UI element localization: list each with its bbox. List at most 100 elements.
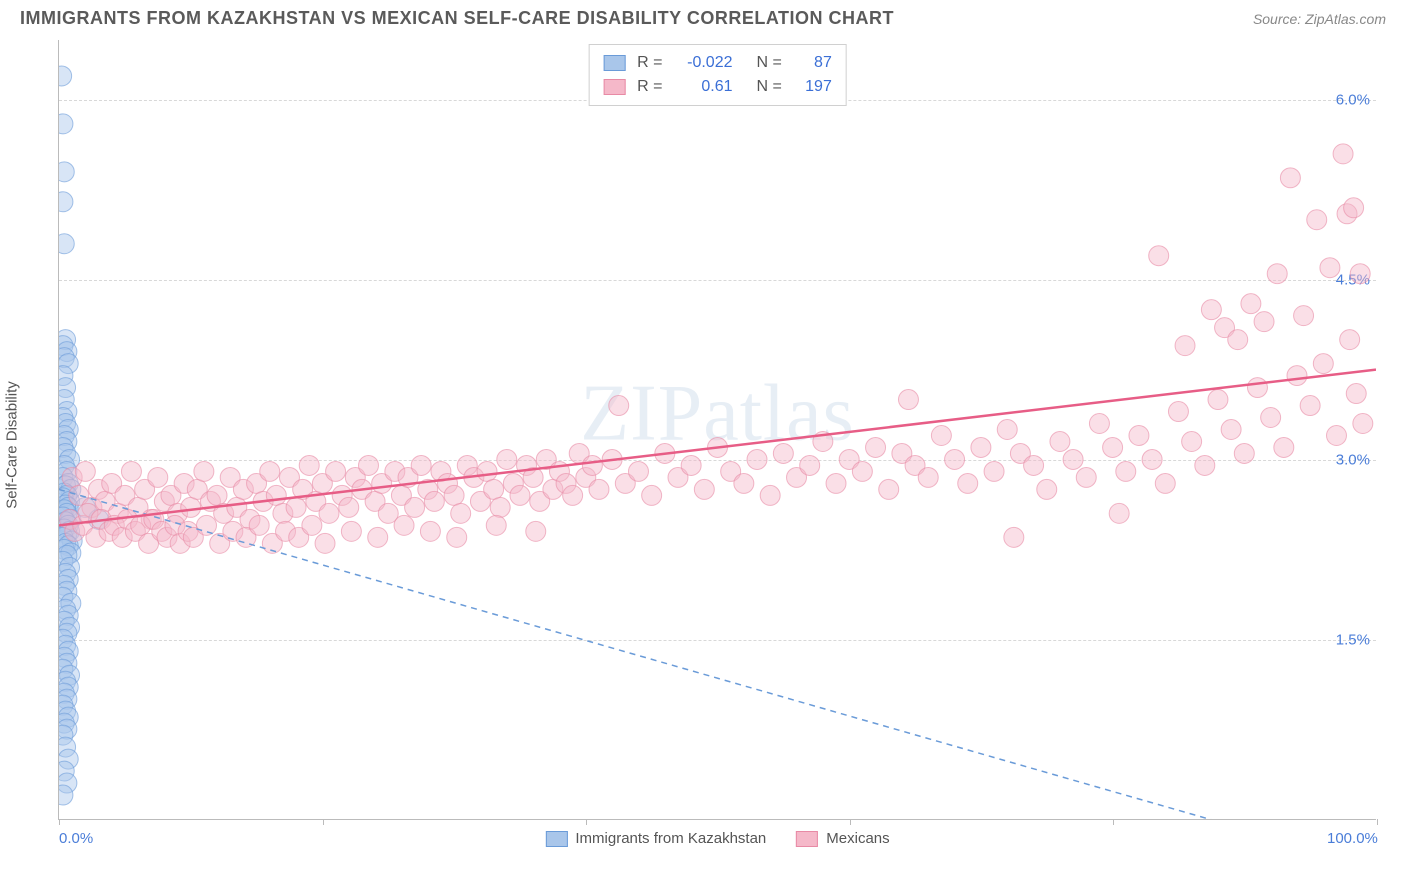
- data-point: [1221, 420, 1241, 440]
- data-point: [1261, 408, 1281, 428]
- data-point: [59, 162, 74, 182]
- x-tick-mark: [1113, 819, 1114, 825]
- data-point: [75, 461, 95, 481]
- data-point: [497, 449, 517, 469]
- data-point: [1142, 449, 1162, 469]
- data-point: [1326, 426, 1346, 446]
- data-point: [1346, 384, 1366, 404]
- data-point: [1201, 300, 1221, 320]
- x-tick-mark: [850, 819, 851, 825]
- plot-svg: [59, 40, 1376, 819]
- plot-area: ZIPatlas R = -0.022 N = 87 R = 0.61 N = …: [58, 40, 1376, 820]
- data-point: [1333, 144, 1353, 164]
- data-point: [59, 66, 72, 86]
- legend-swatch-1: [603, 79, 625, 95]
- data-point: [197, 515, 217, 535]
- data-point: [59, 192, 73, 212]
- data-point: [958, 473, 978, 493]
- data-point: [1168, 402, 1188, 422]
- data-point: [800, 455, 820, 475]
- data-point: [1247, 378, 1267, 398]
- data-point: [1076, 467, 1096, 487]
- legend-r-value-1: 0.61: [673, 75, 733, 99]
- data-point: [484, 479, 504, 499]
- data-point: [945, 449, 965, 469]
- data-point: [1340, 330, 1360, 350]
- data-point: [341, 521, 361, 541]
- legend-bottom-label-0: Immigrants from Kazakhstan: [575, 830, 766, 847]
- data-point: [773, 443, 793, 463]
- data-point: [411, 455, 431, 475]
- data-point: [1344, 198, 1364, 218]
- data-point: [1300, 396, 1320, 416]
- series-legend: Immigrants from Kazakhstan Mexicans: [545, 830, 889, 847]
- data-point: [1050, 431, 1070, 451]
- x-tick-mark: [1377, 819, 1378, 825]
- data-point: [898, 390, 918, 410]
- x-tick-label: 0.0%: [59, 830, 93, 847]
- legend-r-label: R =: [637, 75, 662, 99]
- data-point: [420, 521, 440, 541]
- data-point: [368, 527, 388, 547]
- data-point: [249, 515, 269, 535]
- data-point: [1089, 414, 1109, 434]
- data-point: [852, 461, 872, 481]
- data-point: [1294, 306, 1314, 326]
- data-point: [734, 473, 754, 493]
- data-point: [194, 461, 214, 481]
- data-point: [447, 527, 467, 547]
- data-point: [1149, 246, 1169, 266]
- data-point: [1182, 431, 1202, 451]
- legend-r-label: R =: [637, 51, 662, 75]
- legend-n-label: N =: [757, 51, 782, 75]
- data-point: [1109, 503, 1129, 523]
- legend-n-value-1: 197: [792, 75, 832, 99]
- data-point: [1307, 210, 1327, 230]
- data-point: [326, 461, 346, 481]
- data-point: [1287, 366, 1307, 386]
- data-point: [1228, 330, 1248, 350]
- chart-header: IMMIGRANTS FROM KAZAKHSTAN VS MEXICAN SE…: [0, 0, 1406, 33]
- data-point: [1175, 336, 1195, 356]
- data-point: [394, 515, 414, 535]
- legend-bottom-label-1: Mexicans: [826, 830, 889, 847]
- data-point: [866, 437, 886, 457]
- x-tick-mark: [323, 819, 324, 825]
- trend-line: [59, 370, 1376, 526]
- data-point: [589, 479, 609, 499]
- data-point: [931, 426, 951, 446]
- data-point: [444, 485, 464, 505]
- data-point: [302, 515, 322, 535]
- data-point: [609, 396, 629, 416]
- data-point: [1267, 264, 1287, 284]
- data-point: [1350, 264, 1370, 284]
- data-point: [1274, 437, 1294, 457]
- data-point: [148, 467, 168, 487]
- x-tick-mark: [59, 819, 60, 825]
- data-point: [918, 467, 938, 487]
- chart-container: Self-Care Disability ZIPatlas R = -0.022…: [20, 40, 1386, 850]
- data-point: [1004, 527, 1024, 547]
- data-point: [1234, 443, 1254, 463]
- legend-row-series-1: R = 0.61 N = 197: [603, 75, 832, 99]
- y-axis-label: Self-Care Disability: [4, 381, 21, 509]
- data-point: [1195, 455, 1215, 475]
- data-point: [681, 455, 701, 475]
- data-point: [1063, 449, 1083, 469]
- data-point: [1313, 354, 1333, 374]
- data-point: [1129, 426, 1149, 446]
- data-point: [1037, 479, 1057, 499]
- data-point: [1024, 455, 1044, 475]
- data-point: [477, 461, 497, 481]
- data-point: [984, 461, 1004, 481]
- data-point: [1353, 414, 1373, 434]
- legend-bottom-swatch-0: [545, 831, 567, 847]
- data-point: [359, 455, 379, 475]
- data-point: [486, 515, 506, 535]
- data-point: [1254, 312, 1274, 332]
- data-point: [424, 491, 444, 511]
- data-point: [582, 455, 602, 475]
- chart-source: Source: ZipAtlas.com: [1253, 11, 1386, 27]
- legend-n-label: N =: [757, 75, 782, 99]
- data-point: [181, 497, 201, 517]
